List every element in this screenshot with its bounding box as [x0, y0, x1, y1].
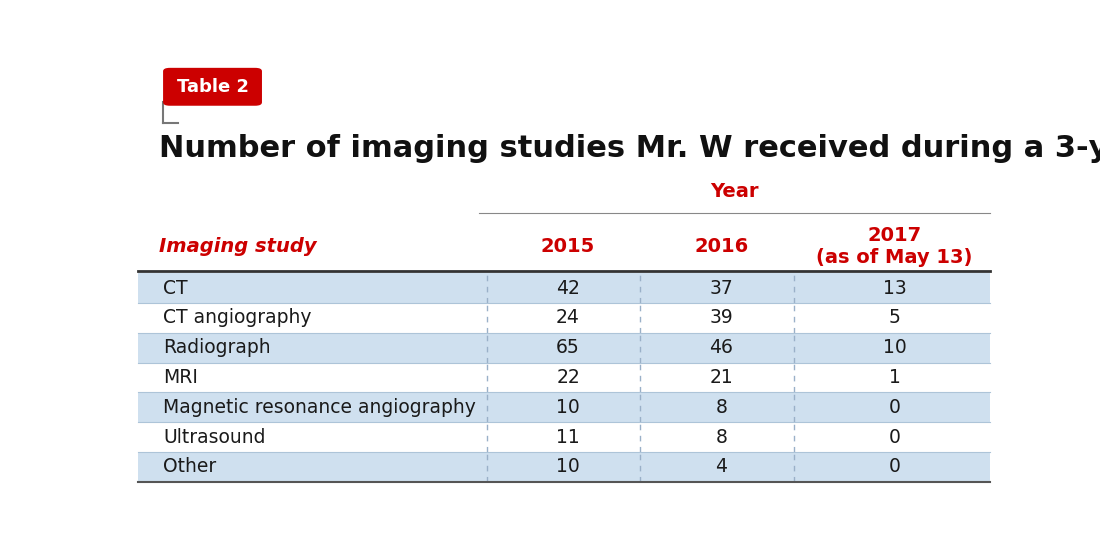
Text: 1: 1 — [889, 368, 901, 387]
Bar — [138, 333, 990, 362]
Text: Imaging study: Imaging study — [158, 236, 317, 256]
Text: 4: 4 — [715, 457, 727, 476]
Text: 24: 24 — [557, 308, 580, 327]
Text: 21: 21 — [710, 368, 734, 387]
Text: MRI: MRI — [163, 368, 198, 387]
Text: 2015: 2015 — [541, 236, 595, 256]
Text: 2016: 2016 — [694, 236, 749, 256]
Text: CT angiography: CT angiography — [163, 308, 311, 327]
Text: CT: CT — [163, 279, 188, 298]
Text: 0: 0 — [889, 398, 901, 417]
Text: 8: 8 — [715, 398, 727, 417]
Text: 10: 10 — [557, 398, 580, 417]
Bar — [138, 452, 990, 481]
Text: 0: 0 — [889, 457, 901, 476]
Text: Year: Year — [710, 182, 759, 201]
Text: Other: Other — [163, 457, 217, 476]
Text: Radiograph: Radiograph — [163, 338, 271, 357]
Text: 39: 39 — [710, 308, 734, 327]
Text: 10: 10 — [557, 457, 580, 476]
Bar — [138, 273, 990, 303]
Text: 0: 0 — [889, 427, 901, 446]
Text: Table 2: Table 2 — [176, 78, 249, 96]
Text: Magnetic resonance angiography: Magnetic resonance angiography — [163, 398, 476, 417]
Bar — [138, 362, 990, 392]
Text: 11: 11 — [557, 427, 580, 446]
Text: 5: 5 — [889, 308, 901, 327]
Text: 2017
(as of May 13): 2017 (as of May 13) — [816, 226, 972, 267]
Text: 10: 10 — [882, 338, 906, 357]
Text: 8: 8 — [715, 427, 727, 446]
Bar — [138, 392, 990, 422]
Text: 37: 37 — [710, 279, 734, 298]
Text: Number of imaging studies Mr. W received during a 3-year period: Number of imaging studies Mr. W received… — [158, 134, 1100, 163]
Text: 13: 13 — [882, 279, 906, 298]
Bar — [138, 422, 990, 452]
Text: 46: 46 — [710, 338, 734, 357]
Text: Ultrasound: Ultrasound — [163, 427, 265, 446]
FancyBboxPatch shape — [163, 68, 262, 105]
Bar — [138, 303, 990, 333]
Text: 22: 22 — [557, 368, 580, 387]
Text: 65: 65 — [557, 338, 580, 357]
Text: 42: 42 — [557, 279, 580, 298]
